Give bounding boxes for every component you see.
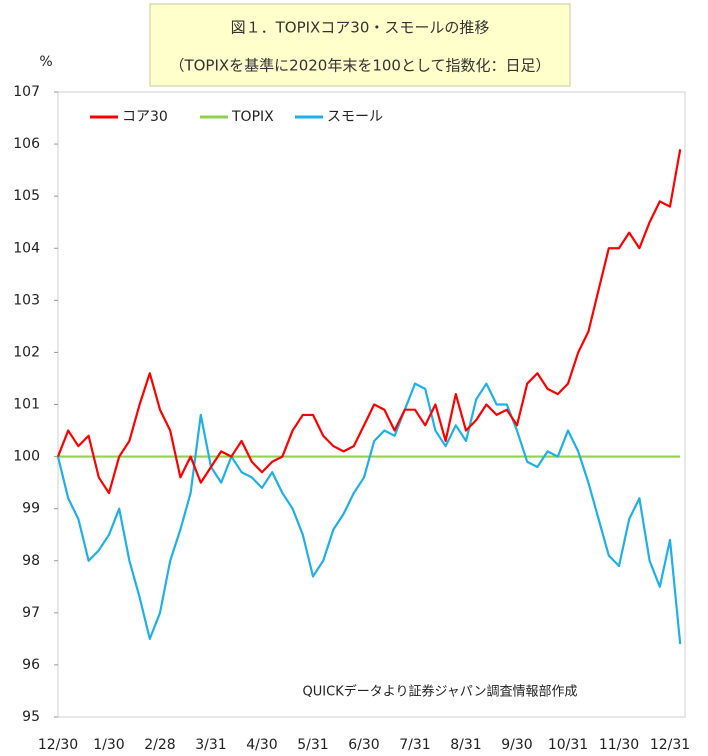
x-tick-label: 8/31	[450, 737, 481, 753]
y-tick-label: 95	[22, 709, 40, 725]
legend-label: TOPIX	[231, 109, 274, 125]
y-tick-label: 105	[13, 188, 40, 204]
y-tick-label: 96	[22, 657, 40, 673]
y-tick-label: 104	[13, 240, 40, 256]
x-tick-label: 3/31	[195, 737, 226, 753]
y-tick-label: 107	[13, 84, 40, 100]
y-tick-label: 100	[13, 449, 40, 465]
y-tick-label: 99	[22, 501, 40, 517]
y-tick-label: 106	[13, 136, 40, 152]
y-axis-label: %	[39, 54, 52, 70]
y-tick-label: 98	[22, 553, 40, 569]
annotation: QUICKデータより証券ジャパン調査情報部作成	[303, 684, 578, 700]
x-tick-label: 5/31	[297, 737, 328, 753]
x-tick-label: 11/30	[599, 737, 639, 753]
x-tick-label: 1/30	[93, 737, 124, 753]
x-tick-label: 12/30	[38, 737, 78, 753]
title-box	[149, 3, 571, 87]
legend-label: コア30	[122, 109, 168, 125]
x-tick-label: 2/28	[144, 737, 175, 753]
x-tick-label: 6/30	[348, 737, 379, 753]
x-tick-label: 12/31	[650, 737, 690, 753]
x-tick-label: 10/31	[548, 737, 588, 753]
y-tick-label: 103	[13, 292, 40, 308]
x-tick-label: 4/30	[246, 737, 277, 753]
x-tick-label: 9/30	[501, 737, 532, 753]
series-line	[56, 382, 682, 645]
y-tick-label: 97	[22, 605, 40, 621]
legend-label: スモール	[327, 109, 383, 125]
y-tick-label: 101	[13, 397, 40, 413]
series-line	[56, 149, 682, 495]
chart-title: 図１．TOPIXコア30・スモールの推移	[231, 19, 490, 37]
plot-border	[57, 91, 686, 718]
y-tick-label: 102	[13, 344, 40, 360]
chart-subtitle: （TOPIXを基準に2020年末を100として指数化：日足）	[169, 57, 550, 75]
x-tick-label: 7/31	[399, 737, 430, 753]
